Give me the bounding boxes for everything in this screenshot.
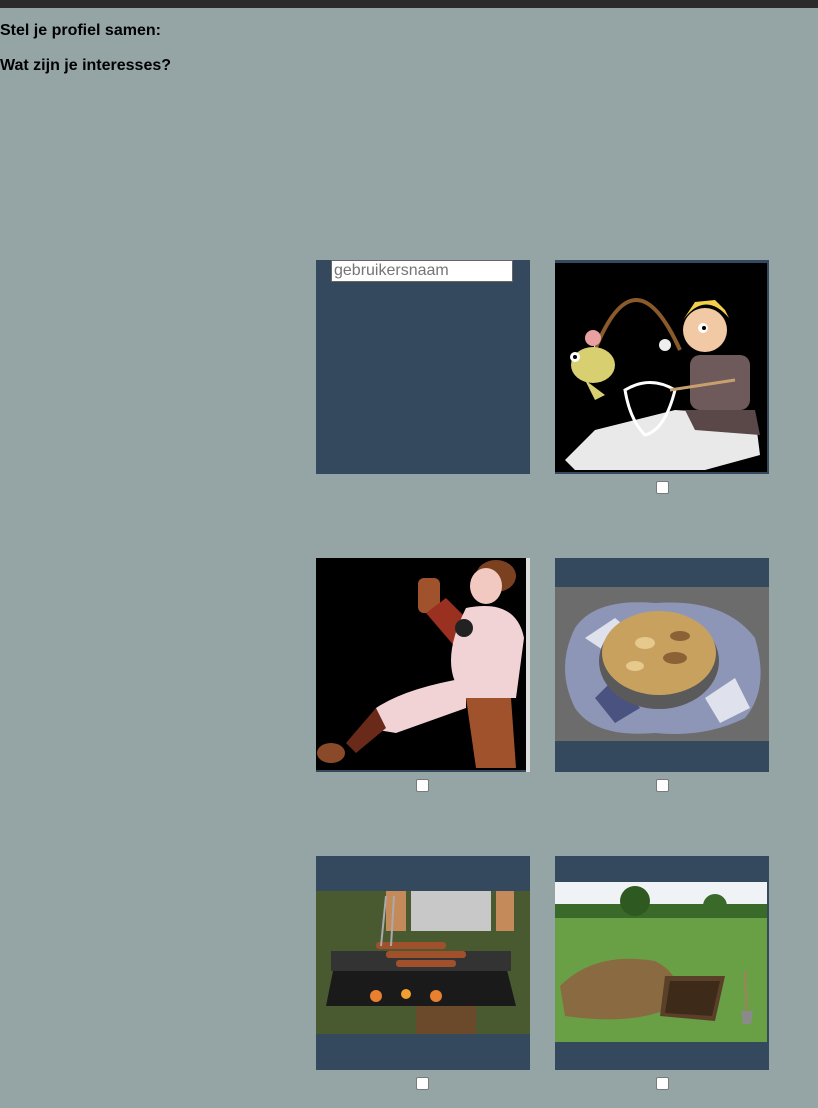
dug-hole-garden-image [555,882,767,1042]
interest-checkbox-baseball[interactable] [416,779,429,792]
page-title: Stel je profiel samen: [0,22,161,39]
username-input[interactable] [331,260,513,282]
fishing-cartoon-image [555,263,767,472]
interest-tile-barbecue[interactable] [316,856,530,1070]
interest-tile-fishing[interactable] [555,260,769,474]
barbecue-grill-image [316,891,530,1034]
apple-pie-image [555,587,769,741]
profile-tile [316,260,530,474]
interest-tile-pie[interactable] [555,558,769,772]
interests-question: Wat zijn je interesses? [0,57,172,74]
interest-tile-baseball[interactable] [316,558,530,772]
interest-checkbox-pie[interactable] [656,779,669,792]
top-bar [0,0,818,8]
interest-checkbox-hole[interactable] [656,1077,669,1090]
interest-checkbox-barbecue[interactable] [416,1077,429,1090]
interest-tile-hole[interactable] [555,856,769,1070]
interest-checkbox-fishing[interactable] [656,481,669,494]
baseball-pitcher-image [316,558,530,772]
